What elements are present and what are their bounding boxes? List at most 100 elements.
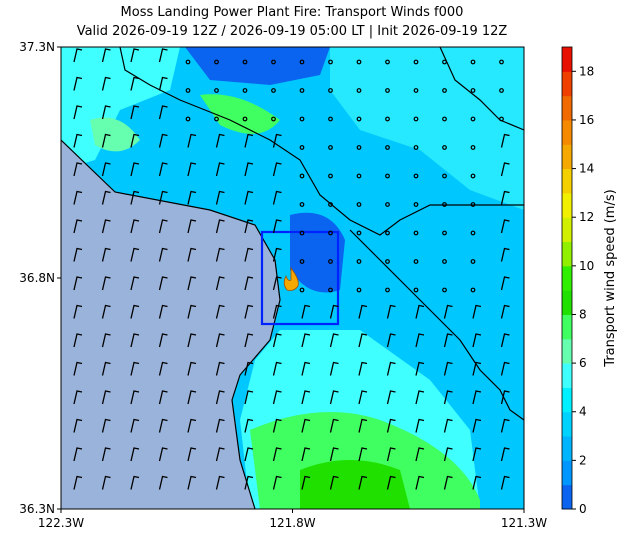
wind-barb <box>500 219 510 234</box>
wind-barb <box>73 247 83 262</box>
wind-barb <box>244 247 254 262</box>
wind-barb <box>101 304 111 319</box>
wind-barb <box>244 361 254 376</box>
calm-marker <box>413 230 419 236</box>
wind-barb <box>158 418 168 433</box>
colorbar-tick-label: 2 <box>579 453 587 467</box>
wind-barb <box>415 333 425 348</box>
colorbar-segment <box>562 411 572 437</box>
wind-barb <box>244 133 254 148</box>
wind-barb <box>472 390 482 405</box>
wind-barb <box>500 162 510 177</box>
wind-barb <box>73 190 83 205</box>
boundary <box>349 229 524 421</box>
wind-barb <box>130 76 140 91</box>
wind-barb <box>272 475 282 490</box>
wind-barb <box>358 333 368 348</box>
colorbar-segment <box>562 484 572 510</box>
wind-barb <box>215 247 225 262</box>
wind-barb <box>158 276 168 291</box>
wind-barb <box>500 390 510 405</box>
calm-marker <box>328 259 333 264</box>
wind-barb <box>158 190 168 205</box>
wind-barb <box>101 133 111 148</box>
wind-barb <box>130 219 140 234</box>
wind-barb <box>187 190 197 205</box>
calm-marker <box>470 202 476 207</box>
calm-marker <box>442 173 447 179</box>
wind-barb <box>329 304 339 319</box>
wind-barb <box>130 447 140 462</box>
wind-barb <box>443 333 453 348</box>
wind-barb <box>329 418 339 433</box>
calm-marker <box>328 202 333 207</box>
wind-barb <box>415 475 425 490</box>
wind-barb <box>472 447 482 462</box>
wind-barb <box>500 418 510 433</box>
calm-marker <box>299 230 305 236</box>
calm-marker <box>442 145 447 150</box>
wind-barb <box>386 418 396 433</box>
wind-barb <box>472 418 482 433</box>
calm-marker <box>470 173 476 179</box>
calm-marker <box>413 88 419 93</box>
wind-barb <box>158 333 168 348</box>
wind-barb <box>386 475 396 490</box>
wind-barb <box>130 247 140 262</box>
calm-marker <box>271 116 276 122</box>
colorbar-tick-label: 16 <box>579 113 594 127</box>
wind-barb <box>386 361 396 376</box>
wind-barb <box>101 333 111 348</box>
colorbar-segment <box>562 47 572 72</box>
calm-marker <box>442 259 447 264</box>
wind-barb <box>130 190 140 205</box>
calm-marker <box>413 202 419 207</box>
colorbar-tick-label: 12 <box>579 210 594 224</box>
wind-barb <box>73 333 83 348</box>
wind-barb <box>329 475 339 490</box>
wind-barb <box>187 418 197 433</box>
wind-barb <box>215 133 225 148</box>
wind-barb <box>101 76 111 91</box>
wind-barb <box>73 48 83 63</box>
calm-marker <box>328 173 333 179</box>
wind-barb <box>500 276 510 291</box>
wind-barb <box>358 304 368 319</box>
colorbar-segment <box>562 363 572 388</box>
colorbar-segment <box>562 71 572 97</box>
wind-barb <box>386 333 396 348</box>
colorbar-segment <box>562 119 572 145</box>
wind-barb <box>272 361 282 376</box>
wind-barb <box>130 304 140 319</box>
colorbar-tick-label: 0 <box>579 502 587 516</box>
calm-marker <box>299 202 305 207</box>
calm-marker <box>413 287 419 293</box>
wind-barb <box>158 48 168 63</box>
wind-barb <box>101 390 111 405</box>
wind-barb <box>244 418 254 433</box>
wind-barb <box>187 133 197 148</box>
wind-barb <box>215 219 225 234</box>
colorbar-tick-label: 10 <box>579 259 594 273</box>
calm-marker <box>442 116 447 122</box>
wind-barb <box>415 447 425 462</box>
calm-marker <box>356 287 362 293</box>
calm-marker <box>385 88 390 93</box>
wind-barb <box>101 247 111 262</box>
colorbar-tick-label: 6 <box>579 356 587 370</box>
calm-marker <box>271 59 276 65</box>
wind-barb <box>187 361 197 376</box>
wind-barb <box>215 390 225 405</box>
wind-barb <box>158 76 168 91</box>
wind-barb <box>244 219 254 234</box>
wind-barb <box>215 162 225 177</box>
wind-barb <box>101 162 111 177</box>
calm-marker <box>470 116 476 122</box>
wind-barb <box>472 475 482 490</box>
wind-barbs <box>73 48 510 490</box>
wind-barb <box>358 418 368 433</box>
wind-barb <box>130 475 140 490</box>
wind-barb <box>500 133 510 148</box>
calm-marker <box>328 116 333 122</box>
